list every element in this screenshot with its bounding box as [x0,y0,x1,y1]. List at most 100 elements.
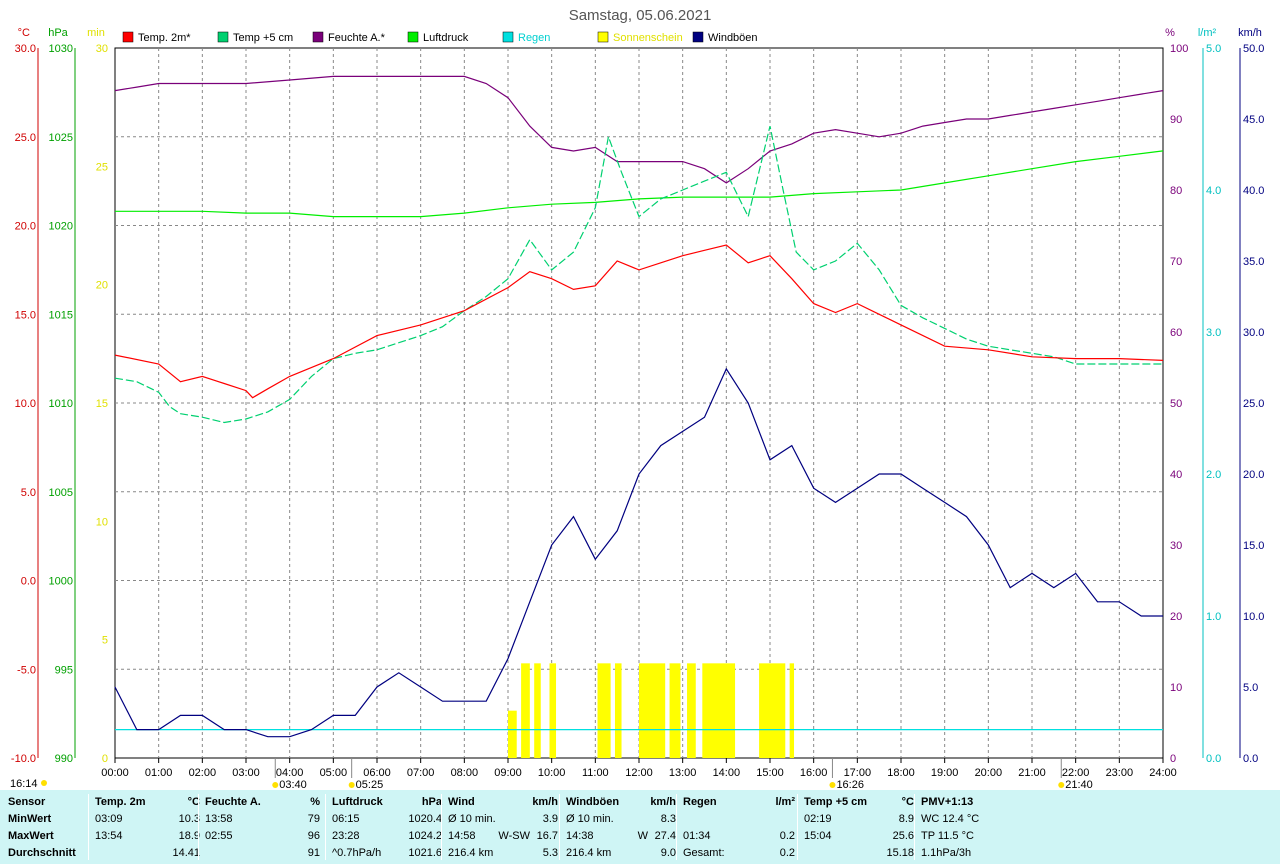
chart-title: Samstag, 05.06.2021 [569,7,712,24]
stats-value: 96 [307,830,320,842]
wind-tick-label: 45.0 [1243,114,1264,126]
corner-time: 16:14 [10,778,38,790]
x-tick-label: 14:00 [713,767,741,779]
x-tick-label: 15:00 [756,767,784,779]
x-tick-label: 01:00 [145,767,173,779]
wind-axis-unit: km/h [1238,27,1262,39]
x-tick-label: 19:00 [931,767,959,779]
sun-tick-label: 15 [96,398,108,410]
sun-marker-label: 05:25 [356,779,384,790]
stats-time: 14:38 [566,830,594,842]
stats-value: 91 [307,847,320,859]
legend-label-gusts: Windböen [708,32,758,44]
x-tick-label: 11:00 [582,767,609,779]
humidity-tick-label: 60 [1170,327,1182,339]
x-tick-label: 17:00 [844,767,872,779]
stats-header: Sensor [8,796,46,808]
series-line-pressure [115,150,1164,218]
sunshine-bar [687,663,696,758]
wind-tick-label: 10.0 [1243,611,1264,623]
stats-cell: MinWert [8,813,52,825]
wind-tick-label: 5.0 [1243,682,1258,694]
legend-swatch-gusts [692,31,704,43]
sunshine-bar [639,663,666,758]
pressure-tick-label: 995 [55,664,73,676]
stats-value: 10.3 [178,813,200,825]
stats-value: 1020.4 [408,813,442,825]
stats-divider [441,794,442,860]
stats-unit: l/m² [775,796,795,808]
legend-label-temp2m: Temp. 2m* [138,32,191,44]
stats-time: 13:58 [205,813,233,825]
humidity-axis-unit: % [1165,27,1175,39]
stats-time: 216.4 km [448,847,494,859]
stats-time: 03:09 [95,813,123,825]
x-tick-label: 12:00 [625,767,653,779]
stats-value: 27.4 [654,830,676,842]
pressure-tick-label: 1030 [49,43,73,55]
sun-tick-label: 25 [96,161,108,173]
stats-unit: km/h [650,796,676,808]
sun-axis-unit: min [87,27,105,39]
corner-sun-dot [41,780,47,786]
sun-tick-label: 30 [96,43,108,55]
stats-time: 15:04 [804,830,832,842]
stats-time: Gesamt: [683,847,725,859]
sun-tick-label: 20 [96,280,108,292]
stats-header: Regen [683,796,717,808]
legend-label-pressure: Luftdruck [423,32,469,44]
x-tick-label: 06:00 [363,767,391,779]
stats-panel: Sensor MinWert MaxWert Durchschnitt Temp. 2m… [0,790,1280,864]
x-tick-label: 09:00 [494,767,522,779]
x-tick-label: 05:00 [320,767,348,779]
x-tick-label: 24:00 [1149,767,1177,779]
sunshine-bar [789,663,795,758]
stats-header: Temp +5 cm [804,796,868,808]
sun-tick-label: 0 [102,753,108,765]
sunshine-bar [614,663,622,758]
stats-value: 15.18 [886,847,914,859]
pressure-axis-unit: hPa [48,27,68,39]
sun-marker-dot [348,782,355,788]
stats-time: 14:58 [448,830,476,842]
stats-value: 16.7 [536,830,558,842]
x-axis: 00:00 01:00 02:00 03:00 04:00 05:00 06:00 07:00… [101,758,1177,779]
temp-tick-label: 5.0 [21,487,36,499]
sun-tick-label: 5 [102,635,108,647]
wind-tick-label: 40.0 [1243,185,1264,197]
stats-time: 02:19 [804,813,832,825]
wind-tick-label: 20.0 [1243,469,1264,481]
stats-value: 9.0 [660,847,676,859]
stats-time: 06:15 [332,813,360,825]
series-line-temp5cm [114,125,1163,424]
stats-divider [797,794,798,860]
pressure-tick-label: 1025 [49,132,73,144]
stats-time: 02:55 [205,830,233,842]
pressure-tick-label: 1015 [49,309,73,321]
series-line-humidity [114,75,1164,184]
temp-tick-label: -5.0 [17,664,36,676]
sun-marker-label: 16:26 [836,779,864,790]
stats-time: 216.4 km [566,847,612,859]
x-tick-label: 04:00 [276,767,304,779]
sun-marker-label: 03:40 [279,779,307,790]
sunshine-bar [549,663,557,758]
temp-tick-label: -10.0 [11,753,36,765]
stats-cell: 1.1hPa/3h [921,847,972,859]
rain-tick-label: 3.0 [1206,327,1221,339]
legend-label-humidity: Feuchte A.* [328,32,386,44]
stats-header: Temp. 2m [95,796,146,808]
x-tick-label: 20:00 [975,767,1003,779]
humidity-tick-label: 20 [1170,611,1182,623]
legend-swatch-temp2m [122,31,134,43]
stats-value: 1021.6 [408,847,442,859]
rain-tick-label: 2.0 [1206,469,1221,481]
sun-marker-dot [829,782,836,788]
stats-header: Wind [448,796,475,808]
x-tick-label: 13:00 [669,767,697,779]
humidity-tick-label: 80 [1170,185,1182,197]
legend: Temp. 2m* Temp +5 cm Feuchte A.* Luftdruck R… [122,31,758,44]
temp-axis-unit: °C [18,27,30,39]
humidity-tick-label: 0 [1170,753,1176,765]
humidity-tick-label: 50 [1170,398,1182,410]
